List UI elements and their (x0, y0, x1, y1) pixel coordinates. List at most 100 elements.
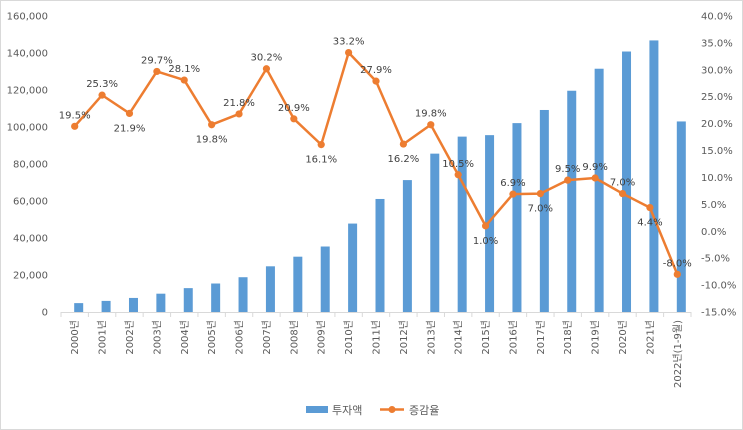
growth-rate-marker (345, 48, 353, 57)
growth-rate-data-label: 4.4% (637, 218, 662, 229)
x-axis-category-label: 2008년 (288, 320, 300, 355)
left-axis-tick-label: 60,000 (13, 197, 48, 208)
left-axis-tick-label: 120,000 (7, 86, 48, 97)
investment-bar (594, 68, 604, 312)
investment-bar (457, 136, 467, 312)
growth-rate-data-label: 19.5% (59, 110, 91, 121)
x-axis-category-label: 2006년 (234, 320, 246, 355)
investment-bar (512, 123, 522, 313)
growth-rate-marker (372, 77, 380, 85)
growth-rate-marker (536, 190, 544, 198)
right-axis-tick-label: -15.0% (701, 308, 736, 319)
growth-rate-marker (125, 109, 134, 118)
x-axis-category-label: 2012년 (398, 320, 410, 355)
right-axis-tick-label: -10.0% (701, 281, 736, 292)
growth-rate-marker (290, 115, 298, 123)
growth-rate-marker (427, 121, 435, 129)
investment-bar (430, 153, 440, 312)
right-axis: -15.0% -10.0% -5.0% 0.0% 5.0% 10.0% 15.0% 20.0%… (701, 12, 736, 319)
growth-rate-data-label: 6.9% (500, 178, 525, 189)
left-axis: 0 20,000 40,000 60,000 80,000 100,000 120,000 1… (7, 12, 48, 319)
investment-bar (238, 277, 248, 312)
growth-rate-data-label: 27.9% (360, 65, 392, 76)
left-axis-tick-label: 40,000 (13, 234, 48, 245)
legend: 투자액 증감율 (306, 404, 439, 417)
growth-rate-data-label: 28.1% (168, 64, 200, 75)
right-axis-tick-label: 15.0% (701, 146, 733, 157)
x-axis: 2000년 2001년 2002년 2003년 2004년 2005년 2006년 2007년… (60, 312, 692, 388)
growth-rate-data-label: 29.7% (141, 55, 173, 66)
investment-bar (348, 223, 358, 312)
growth-rate-data-label: -8.0% (663, 258, 692, 269)
investment-bars (74, 40, 686, 313)
investment-bar (539, 109, 549, 312)
growth-rate-data-label: 20.9% (278, 103, 310, 114)
x-axis-category-label: 2013년 (425, 320, 437, 355)
left-axis-tick-label: 80,000 (13, 160, 48, 171)
legend-swatch-marker (388, 406, 396, 413)
growth-rate-marker (262, 65, 271, 73)
investment-bar (156, 293, 166, 312)
growth-rate-data-label: 21.8% (223, 98, 255, 109)
growth-rate-marker (153, 67, 161, 76)
growth-rate-marker (618, 190, 627, 198)
growth-rate-data-label: 30.2% (251, 53, 283, 64)
left-axis-tick-label: 160,000 (7, 12, 48, 23)
growth-rate-data-label: 33.2% (333, 37, 365, 48)
growth-rate-marker (317, 141, 325, 149)
growth-rate-data-label: 7.0% (528, 204, 553, 215)
x-axis-category-label: 2011년 (371, 320, 383, 355)
investment-bar (676, 121, 686, 312)
investment-bar (211, 283, 221, 312)
growth-rate-marker (673, 270, 681, 278)
x-axis-category-label: 2020년 (617, 320, 629, 355)
growth-rate-marker (208, 121, 216, 129)
growth-rate-marker (591, 174, 599, 182)
growth-rate-data-label: 16.1% (305, 155, 337, 166)
growth-rate-data-label: 21.9% (114, 123, 146, 134)
investment-bar (649, 40, 659, 313)
investment-bar (567, 90, 577, 313)
growth-rate-marker (71, 122, 79, 130)
investment-bar (402, 180, 412, 312)
investment-bar (265, 266, 275, 312)
x-axis-category-label: 2014년 (453, 320, 465, 355)
x-axis-category-label: 2015년 (480, 320, 492, 355)
right-axis-tick-label: 0.0% (701, 227, 726, 238)
left-axis-tick-label: 0 (42, 308, 48, 319)
growth-rate-marker (646, 203, 654, 212)
right-axis-tick-label: 5.0% (701, 200, 726, 211)
right-axis-tick-label: 10.0% (701, 173, 733, 184)
x-axis-category-label: 2003년 (151, 320, 163, 355)
x-axis-category-label: 2009년 (316, 320, 328, 355)
right-axis-tick-label: 25.0% (701, 92, 733, 103)
left-axis-tick-label: 140,000 (7, 49, 48, 60)
growth-rate-data-label: 19.8% (196, 135, 228, 146)
growth-rate-labels: 19.5% 25.3% 21.9% 29.7%28.1% 19.8% 21.8% 30.2%… (59, 37, 692, 270)
investment-bar (320, 246, 330, 312)
growth-rate-marker (454, 171, 462, 179)
legend-label-growth: 증감율 (409, 404, 439, 417)
investment-bar (485, 135, 495, 312)
growth-rate-marker (481, 222, 490, 230)
growth-rate-data-label: 10.5% (442, 159, 474, 170)
growth-rate-marker (509, 190, 517, 198)
x-axis-category-label: 2017년 (535, 320, 547, 355)
growth-rate-data-label: 16.2% (388, 154, 420, 165)
x-axis-category-label: 2021년 (644, 320, 656, 355)
growth-rate-data-label: 25.3% (86, 79, 118, 90)
growth-rate-marker (180, 76, 188, 84)
left-axis-tick-label: 100,000 (7, 123, 48, 134)
growth-rate-data-label: 1.0% (473, 236, 498, 247)
x-axis-category-label: 2007년 (261, 320, 273, 355)
left-axis-tick-label: 20,000 (13, 271, 48, 282)
growth-rate-marker (98, 91, 106, 99)
right-axis-tick-label: 30.0% (701, 65, 733, 76)
x-axis-category-label: 2018년 (562, 320, 574, 355)
investment-bar (74, 303, 84, 312)
x-axis-category-label: 2005년 (206, 320, 218, 355)
investment-bar (101, 300, 111, 312)
growth-rate-marker (235, 110, 243, 118)
x-axis-category-label: 2000년 (69, 320, 81, 355)
